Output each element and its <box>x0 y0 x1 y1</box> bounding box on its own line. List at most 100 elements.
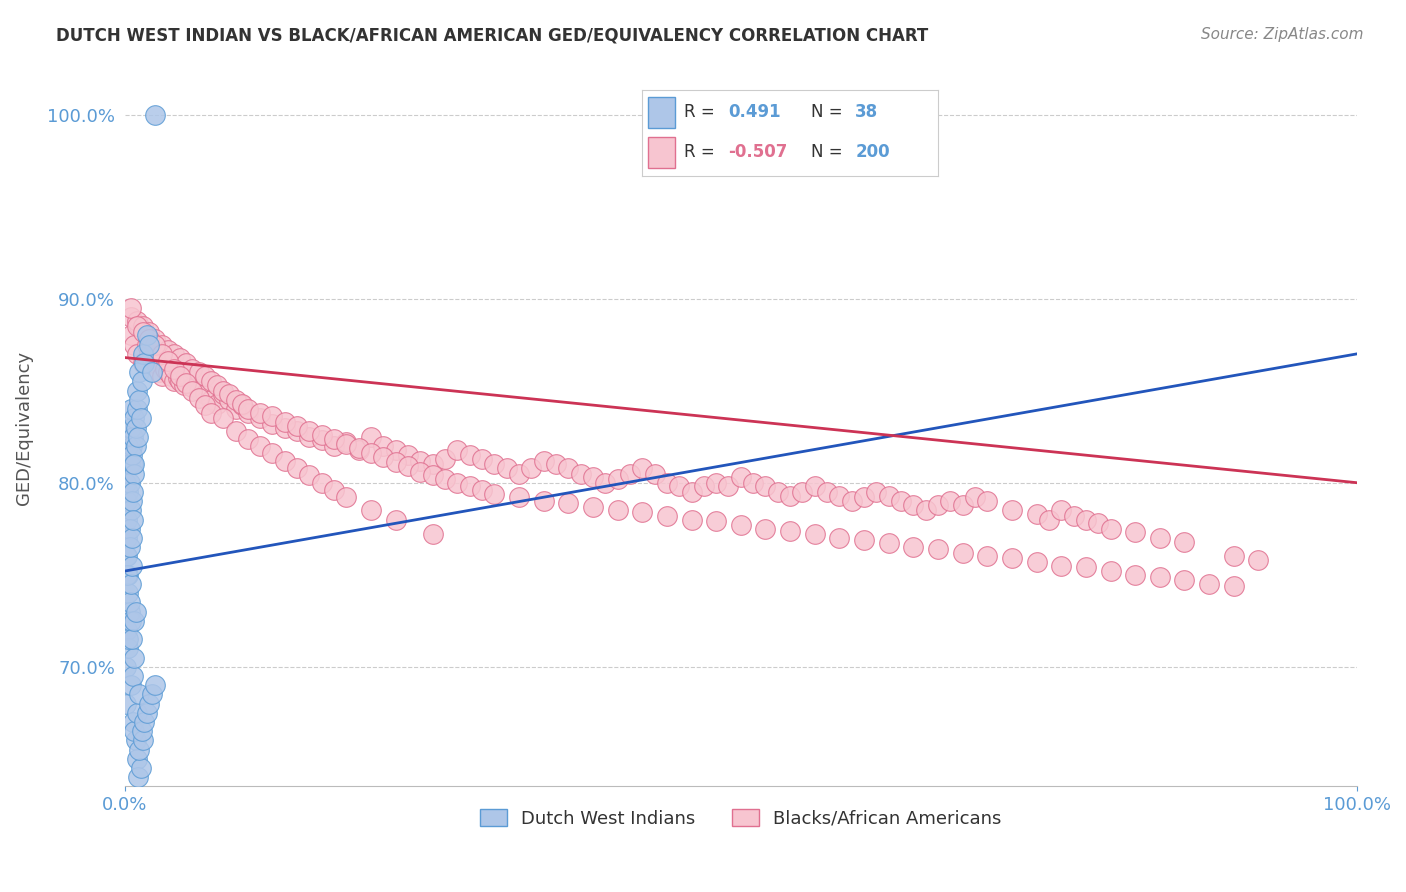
Point <box>323 483 346 497</box>
Point <box>865 484 887 499</box>
Point <box>169 375 191 389</box>
Text: DUTCH WEST INDIAN VS BLACK/AFRICAN AMERICAN GED/EQUIVALENCY CORRELATION CHART: DUTCH WEST INDIAN VS BLACK/AFRICAN AMERI… <box>56 27 928 45</box>
Point <box>124 614 146 628</box>
Point <box>262 417 284 431</box>
Point <box>115 494 138 508</box>
Point <box>335 491 357 505</box>
Point <box>903 498 925 512</box>
Point <box>262 446 284 460</box>
Point <box>122 512 145 526</box>
Point <box>187 365 209 379</box>
Point <box>262 409 284 424</box>
Point <box>754 522 776 536</box>
Point <box>117 641 139 656</box>
Point <box>779 489 801 503</box>
Point <box>118 540 141 554</box>
Point <box>121 531 143 545</box>
Point <box>409 465 432 479</box>
Point <box>174 356 197 370</box>
Point <box>141 688 163 702</box>
Point <box>815 484 838 499</box>
Point <box>533 494 555 508</box>
Point <box>1050 503 1073 517</box>
Point <box>1025 555 1047 569</box>
Point <box>138 697 160 711</box>
Point <box>225 424 247 438</box>
Point <box>141 351 163 365</box>
Point <box>194 387 217 401</box>
Point <box>422 527 444 541</box>
Point <box>927 541 949 556</box>
Point <box>952 498 974 512</box>
Point <box>194 368 217 383</box>
Point <box>231 396 253 410</box>
Point <box>1222 579 1244 593</box>
Point <box>125 706 148 720</box>
Point <box>120 310 142 324</box>
Point <box>120 503 142 517</box>
Point <box>129 761 152 775</box>
Point <box>1025 507 1047 521</box>
Point <box>163 361 186 376</box>
Point <box>1001 503 1024 517</box>
Point <box>655 475 678 490</box>
Point <box>135 706 157 720</box>
Point <box>952 546 974 560</box>
Point <box>169 368 191 383</box>
Point <box>120 328 142 343</box>
Point <box>754 479 776 493</box>
Point <box>1123 567 1146 582</box>
Point <box>1123 525 1146 540</box>
Point <box>373 450 395 464</box>
Point <box>285 418 308 433</box>
Point <box>194 398 217 412</box>
Point <box>347 442 370 457</box>
Point <box>520 461 543 475</box>
Point <box>118 458 141 472</box>
Point <box>122 430 145 444</box>
Point <box>236 406 259 420</box>
Point <box>115 623 138 637</box>
Point <box>274 415 297 429</box>
Point <box>218 387 240 401</box>
Point <box>285 461 308 475</box>
Point <box>1099 522 1122 536</box>
Point <box>115 660 138 674</box>
Point <box>124 724 146 739</box>
Point <box>582 500 605 514</box>
Point <box>631 461 654 475</box>
Point <box>249 439 271 453</box>
Point <box>1074 512 1097 526</box>
Point <box>124 337 146 351</box>
Point <box>125 752 148 766</box>
Point <box>120 614 142 628</box>
Point <box>212 387 235 401</box>
Point <box>117 586 139 600</box>
Point <box>118 605 141 619</box>
Point <box>877 489 900 503</box>
Point <box>471 451 494 466</box>
Point <box>125 605 148 619</box>
Point <box>779 524 801 538</box>
Point <box>115 475 138 490</box>
Point <box>1087 516 1109 531</box>
Point <box>853 491 876 505</box>
Point <box>890 494 912 508</box>
Point <box>212 411 235 425</box>
Point <box>484 458 506 472</box>
Point <box>422 458 444 472</box>
Point <box>1099 564 1122 578</box>
Point <box>927 498 949 512</box>
Point <box>200 406 222 420</box>
Point <box>446 475 468 490</box>
Point <box>117 567 139 582</box>
Point <box>135 337 157 351</box>
Point <box>335 437 357 451</box>
Point <box>200 392 222 407</box>
Point <box>181 384 204 398</box>
Point <box>132 733 155 747</box>
Point <box>360 503 382 517</box>
Point <box>118 522 141 536</box>
Point <box>156 343 179 358</box>
Point <box>125 319 148 334</box>
